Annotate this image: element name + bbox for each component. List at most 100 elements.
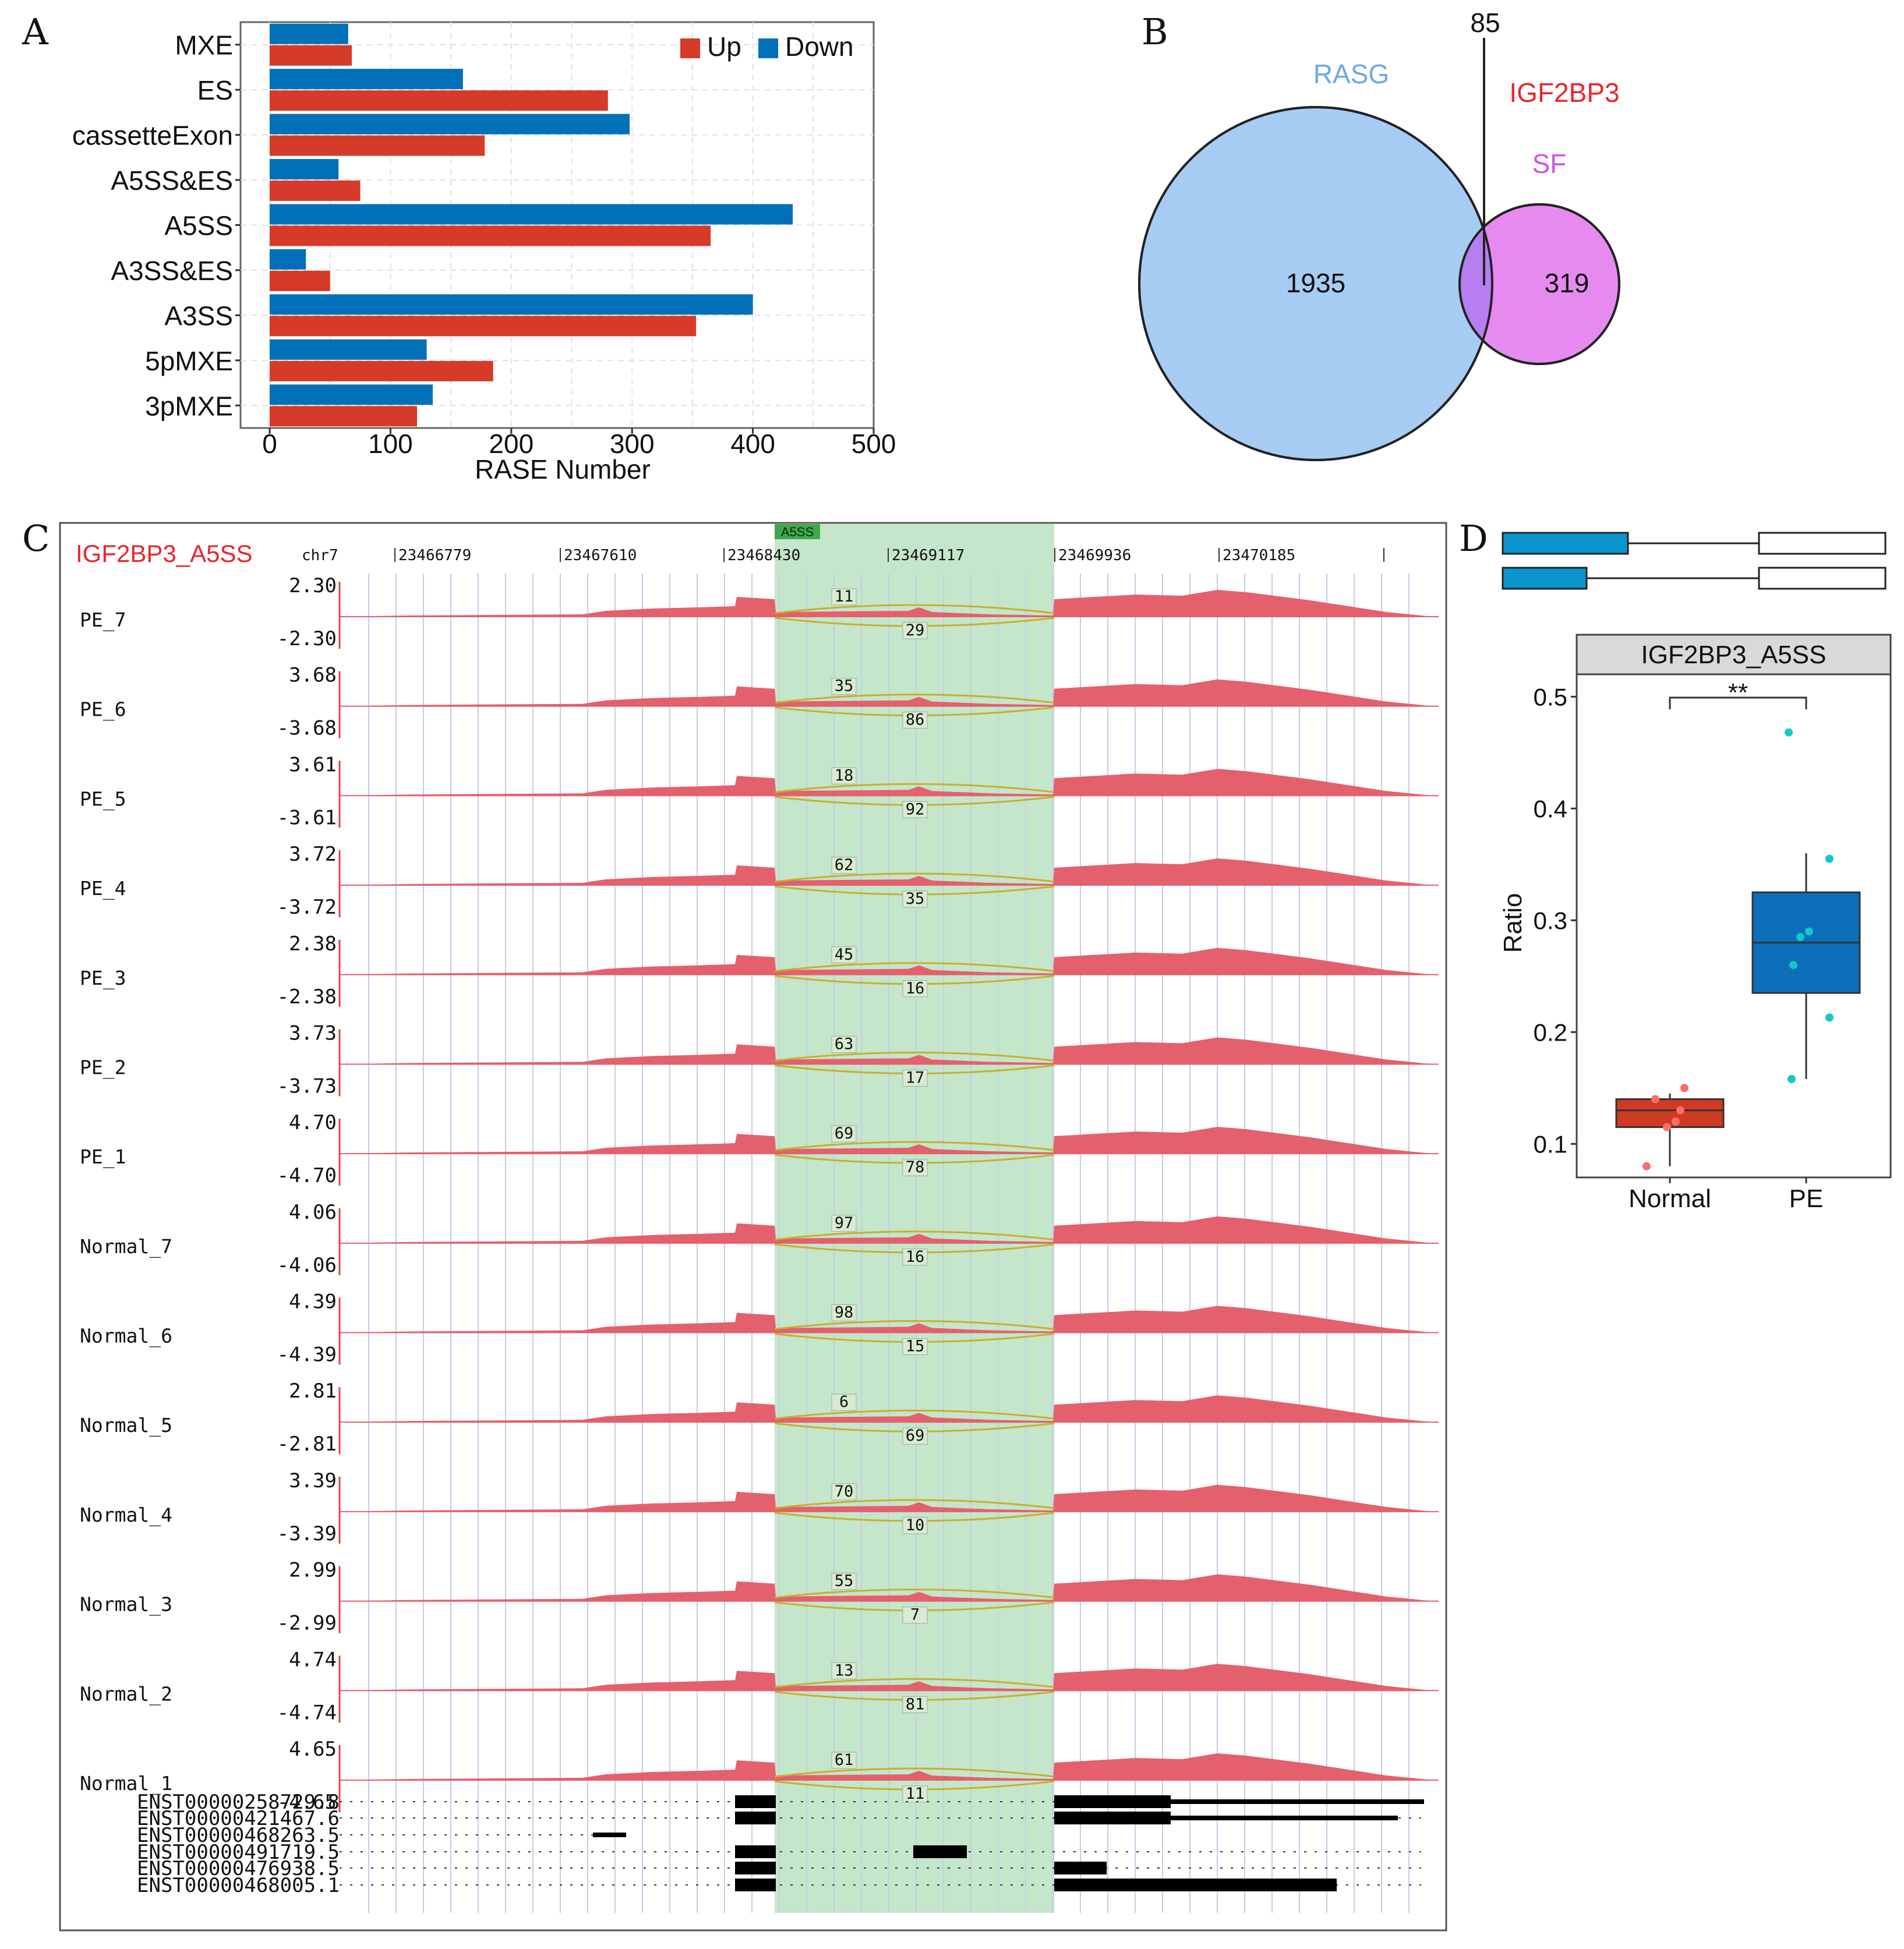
junction-count-lower: 92 (906, 800, 925, 818)
data-point (1676, 1106, 1684, 1115)
transcript-exon (1054, 1862, 1107, 1874)
box-body (1615, 1098, 1725, 1129)
junction-count-upper: 62 (835, 856, 854, 874)
track-min-label: -2.30 (277, 627, 337, 650)
junction-count-lower: 16 (906, 979, 925, 998)
junction-count-lower: 81 (906, 1695, 925, 1713)
junction-count-upper: 69 (835, 1124, 854, 1142)
category-label: A5SS&ES (111, 165, 233, 196)
junction-count-lower: 7 (910, 1606, 920, 1624)
isoform1-exon1 (1502, 532, 1629, 555)
coverage-profile (340, 1395, 1433, 1423)
sample-name: Normal_5 (80, 1414, 172, 1437)
transcript-exon (593, 1833, 626, 1837)
junction-count-lower: 17 (906, 1069, 925, 1087)
data-point (1825, 854, 1834, 863)
coverage-profile (340, 1574, 1433, 1601)
junction-count-upper: 63 (835, 1035, 854, 1053)
track-min-label: -2.81 (277, 1432, 337, 1456)
y-tick-label: 0.4 (1534, 795, 1567, 822)
coverage-profile (340, 769, 1433, 796)
facet-strip (1576, 634, 1892, 675)
track-min-label: -4.06 (277, 1254, 337, 1277)
x-tick-label: 300 (610, 429, 655, 459)
transcript-name: ENST00000491719.5 (137, 1841, 340, 1864)
junction-count-upper: 45 (835, 946, 854, 964)
junction-count-upper: 18 (835, 766, 854, 784)
junction-count-box (902, 1607, 928, 1624)
junction-arc-upper (774, 1767, 1055, 1778)
significance-stars: ** (1728, 678, 1748, 707)
rasg-only-count: 1935 (1286, 268, 1345, 298)
junction-count-lower: 78 (906, 1158, 925, 1176)
track-max-label: 3.68 (289, 664, 337, 687)
legend-down-label: Down (785, 31, 854, 62)
track-max-label: 4.70 (289, 1111, 337, 1134)
panel-b-venn: RASG IGF2BP3 SF 1935 319 85 (1138, 8, 1620, 461)
bar-down (270, 204, 793, 225)
transcript-name: ENST00000468005.1 (137, 1874, 340, 1897)
bar-up (270, 270, 330, 291)
sample-name: Normal_3 (80, 1593, 172, 1616)
bar-up (270, 316, 697, 337)
panel-a-bar-chart: MXE ES cassetteExon A5SS&ES A5SS A3SS&ES A3SS 5… (72, 21, 896, 484)
transcript-exon (1171, 1799, 1424, 1804)
chrom-label: chr7 (302, 547, 338, 564)
sample-name: Normal_4 (80, 1504, 172, 1527)
igf2bp3-label: IGF2BP3 (1509, 77, 1619, 108)
rasg-outline (1138, 106, 1493, 461)
panel-d-boxplot: IGF2BP3_A5SS 0.1 0.2 0.3 0.4 0.5 Ratio Normal PE… (1499, 532, 1892, 1213)
junction-count-lower: 15 (906, 1338, 925, 1356)
junction-count-lower: 29 (906, 621, 925, 639)
coverage-profile (340, 1664, 1433, 1691)
junction-arc-upper (774, 604, 1055, 614)
x-category-label: Normal (1629, 1184, 1711, 1213)
junction-arc-upper (774, 1409, 1055, 1420)
sample-name: PE_6 (80, 698, 126, 721)
junction-count-box (902, 622, 928, 639)
junction-arc-upper (774, 1589, 1055, 1599)
track-min-label: -3.39 (277, 1522, 337, 1545)
bar-down (270, 114, 630, 135)
coverage-profile (340, 1037, 1433, 1064)
isoform1-exon2 (1758, 532, 1887, 555)
track-max-label: 3.72 (289, 843, 337, 866)
coverage-profile (340, 1753, 1433, 1780)
track-max-label: 2.38 (289, 932, 337, 956)
y-tick-label: 0.2 (1534, 1018, 1567, 1046)
junction-count-box (902, 1248, 928, 1266)
category-label: cassetteExon (72, 121, 233, 151)
x-category-label: PE (1789, 1184, 1824, 1213)
junction-count-box (902, 1338, 928, 1356)
transcript-exon (735, 1862, 776, 1874)
transcript-exon (1171, 1816, 1398, 1820)
rasg-label: RASG (1313, 59, 1389, 89)
transcript-exon (735, 1845, 776, 1858)
junction-count-upper: 35 (835, 677, 854, 695)
junction-count-lower: 11 (906, 1785, 925, 1803)
x-tick-label: 500 (852, 429, 896, 459)
category-label: A3SS (164, 300, 233, 331)
position-label: 23469117 (892, 547, 965, 564)
track-min-label: -3.68 (277, 717, 337, 740)
junction-count-lower: 35 (906, 890, 925, 908)
position-label: 23466779 (398, 547, 471, 564)
sf-label: SF (1532, 148, 1567, 179)
track-max-label: 3.73 (289, 1021, 337, 1045)
coverage-profile (340, 1216, 1433, 1243)
track-max-label: 4.39 (289, 1290, 337, 1314)
junction-count-upper: 55 (835, 1572, 854, 1590)
legend-up-label: Up (707, 31, 741, 62)
junction-count-box (902, 801, 928, 818)
junction-count-lower: 86 (906, 711, 925, 729)
junction-count-box (831, 946, 857, 964)
junction-count-box (831, 678, 857, 695)
transcript-exon (735, 1812, 776, 1824)
junction-count-upper: 98 (835, 1304, 854, 1322)
y-axis-title: Ratio (1499, 893, 1527, 953)
bar-down (270, 249, 306, 270)
junction-arc-upper (774, 783, 1055, 793)
bar-up (270, 135, 485, 156)
junction-count-box (831, 767, 857, 784)
a5ss-highlight (775, 524, 1054, 1913)
